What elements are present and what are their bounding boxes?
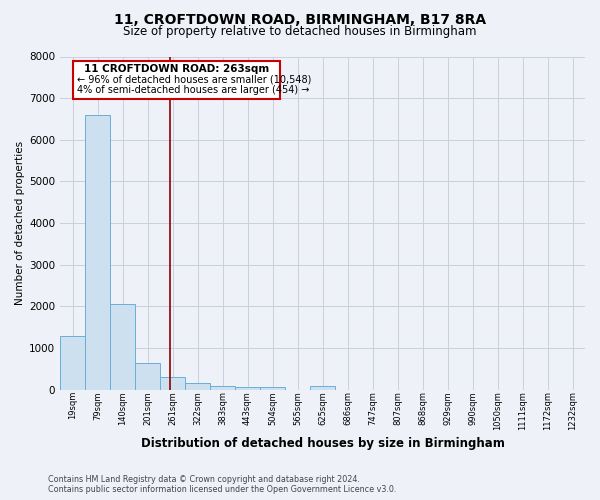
Text: 11 CROFTDOWN ROAD: 263sqm: 11 CROFTDOWN ROAD: 263sqm [84, 64, 269, 74]
Text: 11, CROFTDOWN ROAD, BIRMINGHAM, B17 8RA: 11, CROFTDOWN ROAD, BIRMINGHAM, B17 8RA [114, 12, 486, 26]
FancyBboxPatch shape [73, 60, 280, 99]
Bar [310, 386, 335, 390]
X-axis label: Distribution of detached houses by size in Birmingham: Distribution of detached houses by size … [140, 437, 505, 450]
Bar [85, 115, 110, 390]
Text: Size of property relative to detached houses in Birmingham: Size of property relative to detached ho… [123, 25, 477, 38]
Text: ← 96% of detached houses are smaller (10,548): ← 96% of detached houses are smaller (10… [77, 74, 311, 85]
Bar [185, 383, 210, 390]
Bar [135, 362, 160, 390]
Text: Contains HM Land Registry data © Crown copyright and database right 2024.
Contai: Contains HM Land Registry data © Crown c… [48, 474, 397, 494]
Bar [160, 377, 185, 390]
Bar [235, 386, 260, 390]
Bar [260, 387, 285, 390]
Y-axis label: Number of detached properties: Number of detached properties [15, 141, 25, 305]
Text: 4% of semi-detached houses are larger (454) →: 4% of semi-detached houses are larger (4… [77, 85, 310, 95]
Bar [210, 386, 235, 390]
Bar [110, 304, 135, 390]
Bar [60, 336, 85, 390]
